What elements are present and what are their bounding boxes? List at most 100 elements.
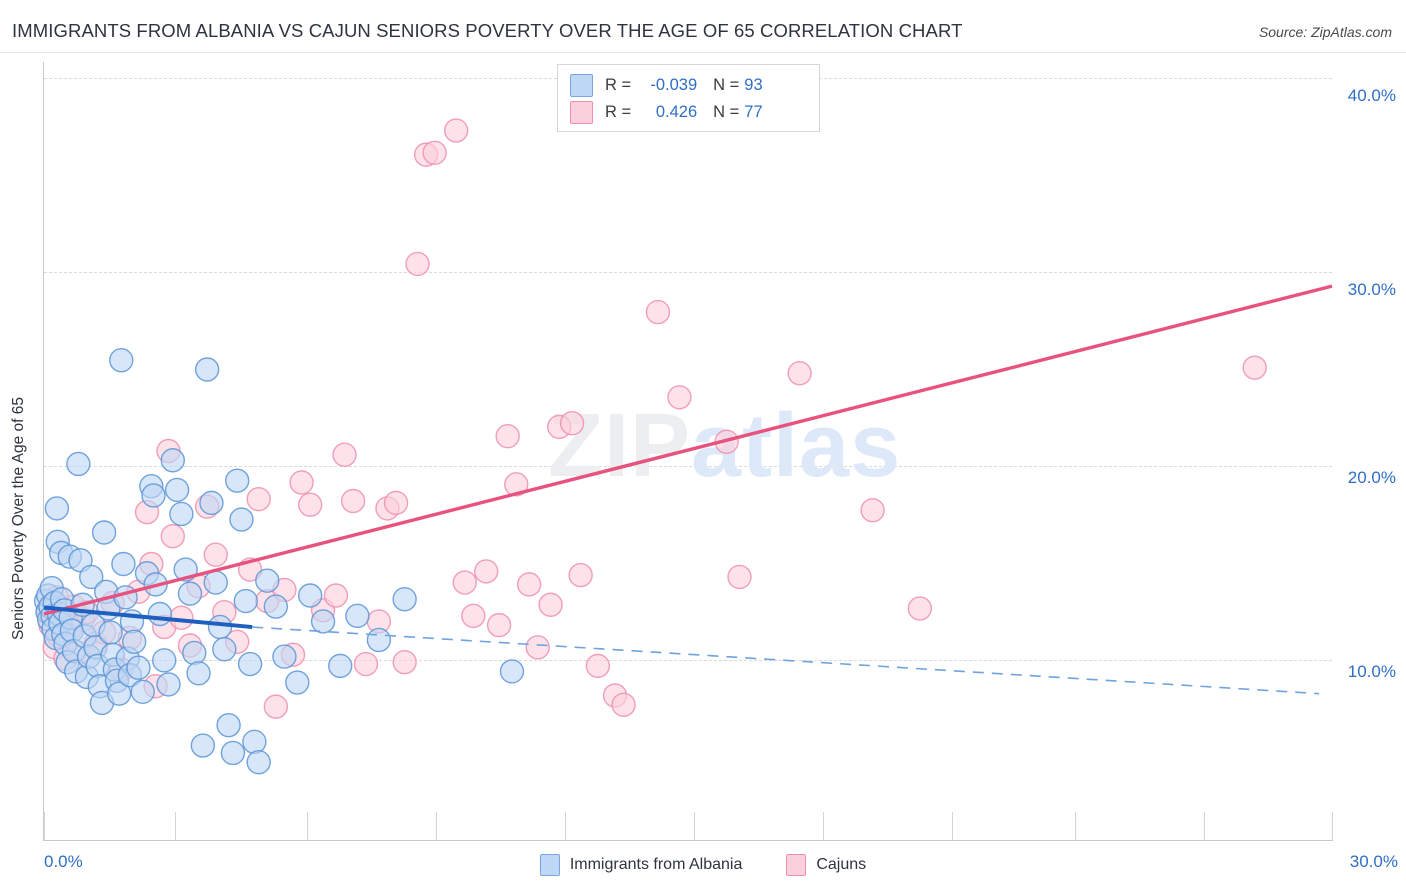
scatter-point [860, 498, 885, 523]
scatter-point [220, 740, 246, 766]
x-tick [1204, 812, 1205, 840]
scatter-point [203, 542, 228, 567]
scatter-point [504, 472, 529, 497]
scatter-point [787, 361, 812, 386]
y-axis-line [43, 62, 44, 841]
r-value-albania: -0.039 [650, 75, 698, 94]
scatter-point [499, 659, 525, 684]
legend-item-cajuns[interactable]: Cajuns [786, 854, 866, 876]
scatter-point [233, 588, 258, 614]
x-tick [307, 812, 308, 840]
scatter-point [516, 572, 542, 597]
scatter-point [177, 581, 203, 606]
n-label-albania: N = [713, 75, 740, 94]
scatter-point [216, 712, 241, 738]
scatter-point [289, 470, 314, 495]
scatter-point [44, 496, 70, 521]
scatter-point [353, 651, 379, 677]
scatter-point [525, 635, 550, 660]
y-axis-title: Seniors Poverty Over the Age of 65 [10, 397, 27, 640]
scatter-point [392, 586, 417, 612]
scatter-point [297, 492, 323, 517]
scatter-point [126, 655, 151, 680]
scatter-point [907, 596, 933, 621]
scatter-point [199, 490, 224, 516]
n-label-cajuns: N = [713, 102, 740, 121]
x-tick-label-max: 30.0% [1349, 852, 1398, 871]
scatter-point [113, 585, 138, 610]
y-tick-label-40: 40.0% [1347, 86, 1396, 105]
r-label-cajuns: R = [605, 102, 632, 121]
x-tick [565, 812, 566, 840]
scatter-point [212, 637, 237, 662]
scatter-point [237, 651, 263, 677]
scatter-point [98, 620, 123, 645]
r-label-albania: R = [605, 75, 632, 94]
scatter-point [207, 614, 233, 640]
legend-swatch-cajuns-icon [570, 100, 593, 124]
scatter-point [328, 653, 353, 679]
scatter-point [1242, 355, 1267, 380]
scatter-point [229, 507, 254, 532]
scatter-point [130, 679, 155, 705]
scatter-point [160, 448, 186, 473]
scatter-point [182, 640, 207, 666]
scatter-point [486, 612, 512, 638]
x-tick [694, 812, 695, 840]
scatter-point [727, 564, 752, 590]
legend-color-albania-icon [539, 854, 560, 876]
scatter-point [585, 653, 611, 679]
scatter-point [111, 551, 136, 577]
series-legend: Immigrants from Albania Cajuns [0, 850, 1406, 880]
scatter-point [611, 692, 636, 717]
legend-label-cajuns: Cajuns [816, 856, 867, 873]
scatter-point [452, 570, 477, 595]
scatter-point [194, 357, 220, 382]
legend-item-albania[interactable]: Immigrants from Albania [539, 854, 742, 876]
trendline-cajuns [43, 284, 1333, 616]
scatter-point [109, 348, 134, 373]
y-tick-label-20: 20.0% [1347, 468, 1396, 487]
y-axis-title-wrap: Seniors Poverty Over the Age of 65 [10, 397, 27, 641]
scatter-point [568, 562, 593, 588]
scatter-point [392, 649, 417, 675]
correlation-stats-box: R = -0.039 N = 93 R = 0.426 N = 77 [557, 64, 820, 132]
scatter-point [645, 299, 671, 325]
scatter-point [366, 627, 392, 653]
scatter-point [474, 559, 499, 584]
scatter-point [121, 629, 147, 654]
stats-row-cajuns: R = 0.426 N = 77 [570, 99, 763, 125]
x-tick [952, 812, 953, 840]
scatter-point [443, 118, 469, 143]
r-value-cajuns: 0.426 [655, 102, 698, 121]
y-tick-label-10: 10.0% [1347, 662, 1396, 681]
x-tick [44, 812, 45, 840]
scatter-point [263, 594, 289, 619]
scatter-point [156, 672, 181, 697]
gridline-20 [44, 466, 1332, 467]
x-tick [823, 812, 824, 840]
scatter-point [345, 603, 370, 629]
scatter-point [186, 661, 211, 686]
n-value-albania: 93 [744, 75, 763, 94]
scatter-point [164, 477, 190, 503]
scatter-point [332, 442, 357, 467]
scatter-point [559, 411, 585, 436]
stats-row-albania: R = -0.039 N = 93 [570, 72, 763, 98]
scatter-point [66, 451, 91, 477]
n-value-cajuns: 77 [744, 102, 763, 121]
trendlines-group [43, 284, 1333, 695]
scatter-point [242, 729, 267, 755]
scatter-point [224, 468, 250, 493]
y-tick-label-30: 30.0% [1347, 280, 1396, 299]
scatter-point [160, 524, 186, 549]
scatter-point [106, 681, 132, 706]
scatter-point [141, 483, 166, 508]
scatter-point [203, 570, 228, 595]
page-title: IMMIGRANTS FROM ALBANIA VS CAJUN SENIORS… [12, 20, 963, 41]
scatter-point [152, 648, 177, 673]
scatter-point [538, 592, 563, 617]
scatter-point [297, 583, 323, 608]
